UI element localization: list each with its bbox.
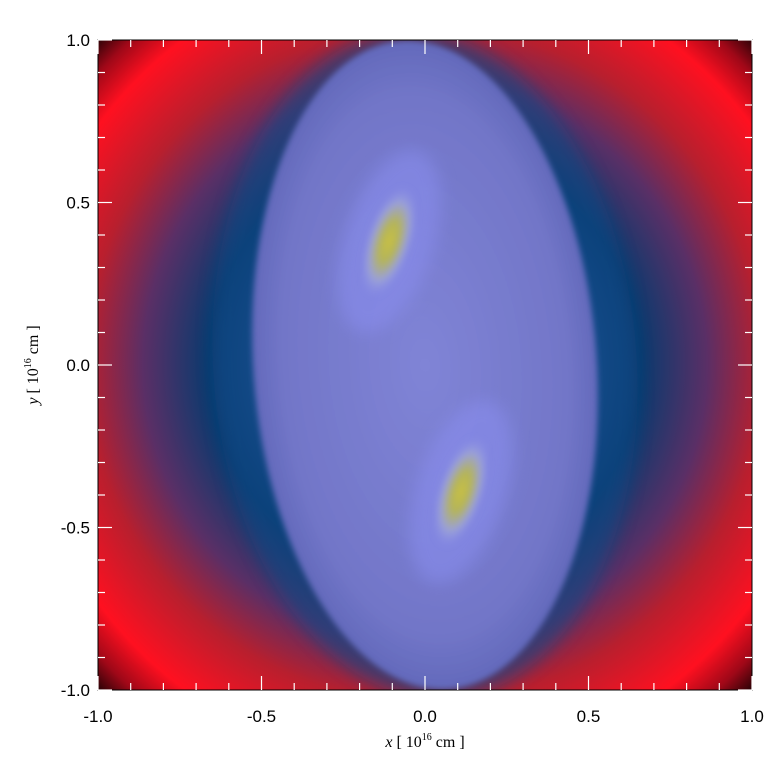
- x-tick-label: 0.0: [413, 707, 437, 726]
- x-tick-label: -0.5: [247, 707, 276, 726]
- lower-bright-spot: [409, 400, 513, 584]
- tick-marks: [97, 39, 753, 691]
- central-lobe: [252, 40, 598, 690]
- x-tick-label: 1.0: [740, 707, 764, 726]
- x-tick-label: -1.0: [83, 707, 112, 726]
- y-tick-label: -1.0: [61, 681, 90, 700]
- y-tick-label: 0.0: [66, 356, 90, 375]
- tick-labels: -1.0 -0.5 0.0 0.5 1.0 -1.0 -0.5 0.0 0.5 1.0: [61, 31, 764, 726]
- x-axis-label: x [ 1016 cm ]: [384, 732, 464, 751]
- y-tick-label: 1.0: [66, 31, 90, 50]
- y-tick-label: -0.5: [61, 519, 90, 538]
- heatmap-image: [98, 40, 752, 690]
- x-tick-label: 0.5: [577, 707, 601, 726]
- y-axis-label: y [ 1016 cm ]: [23, 325, 42, 406]
- y-tick-label: 0.5: [66, 194, 90, 213]
- upper-bright-spot: [337, 150, 441, 333]
